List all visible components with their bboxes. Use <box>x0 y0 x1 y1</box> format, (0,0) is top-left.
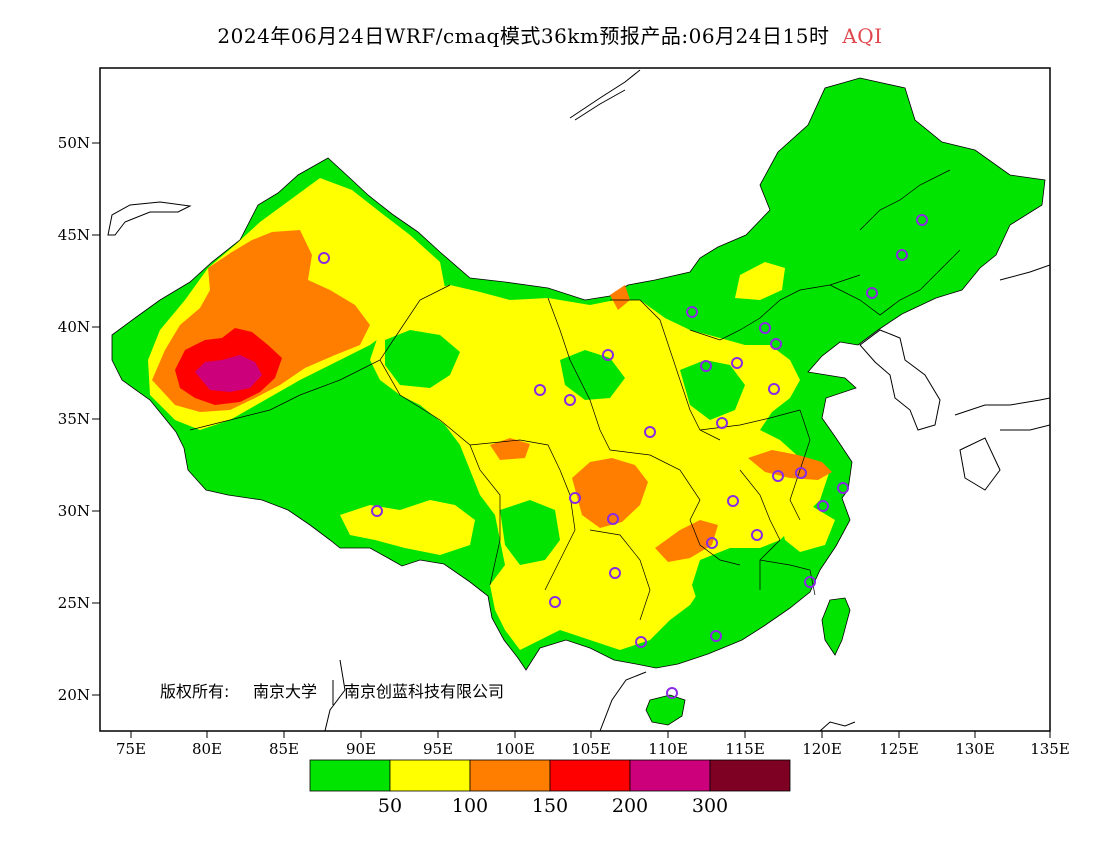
lat-tick-label: 40N <box>58 318 90 336</box>
coastline-lake-baikal <box>569 69 641 121</box>
lon-tick-label: 90E <box>346 740 376 758</box>
station-marker <box>727 495 739 507</box>
lon-tick-label: 75E <box>116 740 146 758</box>
copyright-notice: 版权所有: 南京大学 南京创蓝科技有限公司 <box>160 680 504 705</box>
station-marker <box>710 630 722 642</box>
station-markers <box>318 214 928 699</box>
province-boundaries <box>189 169 961 621</box>
coastline-korea-japan <box>859 329 1050 491</box>
lat-tick-label: 30N <box>58 502 90 520</box>
map-title-variable: AQI <box>842 24 883 48</box>
aqi-region-orange-anhui <box>748 450 832 480</box>
legend-swatch-moderate <box>389 759 471 792</box>
legend-break-label: 200 <box>612 795 648 817</box>
lat-tick-label: 20N <box>58 686 90 704</box>
island-hainan <box>645 694 686 726</box>
station-marker <box>371 505 383 517</box>
station-marker <box>916 214 928 226</box>
lat-tick-label: 25N <box>58 594 90 612</box>
lon-tick-label: 120E <box>802 740 842 758</box>
station-marker <box>686 306 698 318</box>
lat-tick-label: 35N <box>58 410 90 428</box>
lon-tick-label: 125E <box>879 740 919 758</box>
station-marker <box>706 537 718 549</box>
copyright-owner-chuanglan: 南京创蓝科技有限公司 <box>344 682 504 701</box>
lon-tick-label: 115E <box>725 740 765 758</box>
station-marker <box>534 384 546 396</box>
legend-break-label: 100 <box>452 795 488 817</box>
longitude-axis: 75E 80E 85E 90E 95E 100E 105E 110E 115E … <box>116 731 1070 758</box>
station-marker <box>607 513 619 525</box>
aqi-region-green-north <box>560 350 625 400</box>
coastline-caspian <box>107 201 192 236</box>
station-marker <box>644 426 656 438</box>
island-taiwan <box>821 597 851 656</box>
station-marker <box>569 492 581 504</box>
station-marker <box>731 357 743 369</box>
lon-tick-label: 100E <box>495 740 535 758</box>
latitude-axis: 50N 45N 40N 35N 30N 25N 20N <box>58 134 100 704</box>
copyright-label: 版权所有: <box>160 682 229 701</box>
legend-swatch-very-unhealthy <box>629 759 711 792</box>
station-marker <box>837 482 849 494</box>
aqi-region-yellow-east <box>780 505 835 552</box>
map-title: 2024年06月24日WRF/cmaq模式36km预报产品:06月24日15时 … <box>0 20 1100 49</box>
lon-tick-label: 80E <box>192 740 222 758</box>
coastline-indochina <box>324 659 856 731</box>
station-marker <box>564 394 576 406</box>
aqi-region-green-huabei <box>680 360 745 420</box>
station-marker <box>318 252 330 264</box>
legend-swatch-unhealthy <box>549 759 631 792</box>
aqi-region-green-southeast <box>692 548 800 630</box>
aqi-region-yellow-northeast <box>735 262 785 300</box>
aqi-region-magenta-core <box>195 355 262 392</box>
station-marker <box>770 338 782 350</box>
station-marker <box>716 417 728 429</box>
aqi-field <box>107 69 1050 731</box>
station-marker <box>795 467 807 479</box>
legend-swatch-sensitive <box>469 759 551 792</box>
lon-tick-label: 95E <box>423 740 453 758</box>
lon-tick-label: 85E <box>269 740 299 758</box>
station-marker <box>549 596 561 608</box>
coastline-russia-east <box>999 264 1050 281</box>
station-marker <box>896 249 908 261</box>
legend-break-label: 150 <box>532 795 568 817</box>
legend-break-label: 300 <box>692 795 728 817</box>
map-title-main: 2024年06月24日WRF/cmaq模式36km预报产品:06月24日15时 <box>217 24 830 48</box>
lon-tick-label: 105E <box>571 740 611 758</box>
aqi-region-green-sichuan <box>500 500 560 565</box>
station-marker <box>772 470 784 482</box>
aqi-region-orange-hunan <box>655 520 718 562</box>
aqi-region-green-qinghai <box>255 385 360 495</box>
lon-tick-label: 130E <box>955 740 995 758</box>
map-frame-border <box>99 67 1051 732</box>
station-marker <box>609 567 621 579</box>
lon-tick-label: 135E <box>1030 740 1070 758</box>
aqi-region-green-gansu <box>385 330 460 388</box>
station-marker <box>759 322 771 334</box>
station-marker <box>866 287 878 299</box>
aqi-region-orange-shaanxi <box>490 438 530 460</box>
aqi-region-orange-inner-mongolia <box>610 285 630 310</box>
station-marker <box>768 383 780 395</box>
legend-swatch-hazardous <box>709 759 791 792</box>
lat-tick-label: 45N <box>58 226 90 244</box>
copyright-owner-nju: 南京大学 <box>253 682 317 701</box>
lat-tick-label: 50N <box>58 134 90 152</box>
station-marker <box>751 529 763 541</box>
station-marker <box>804 576 816 588</box>
lon-tick-label: 110E <box>648 740 688 758</box>
legend-swatch-good <box>309 759 391 792</box>
station-marker <box>817 500 829 512</box>
aqi-region-orange-sichuan <box>572 458 648 528</box>
station-marker <box>666 687 678 699</box>
station-marker <box>602 349 614 361</box>
legend-break-label: 50 <box>378 795 402 817</box>
aqi-legend: 50 100 150 200 300 <box>309 759 791 817</box>
station-marker <box>700 360 712 372</box>
station-marker <box>635 636 647 648</box>
